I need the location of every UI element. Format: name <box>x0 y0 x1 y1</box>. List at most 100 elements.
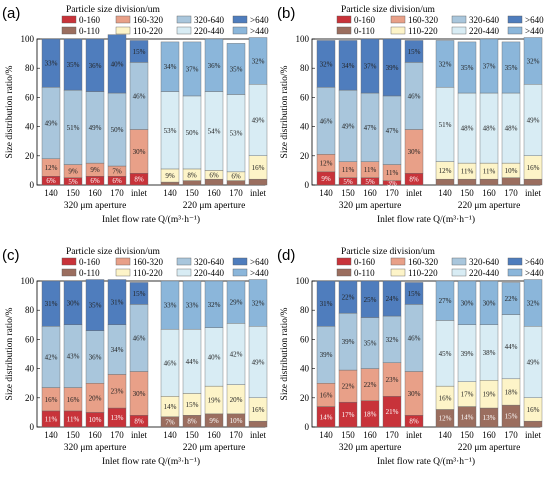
legend-label: 0-160 <box>354 257 375 267</box>
bar-data-label: 49% <box>527 359 540 367</box>
legend-title: Particle size division/um <box>341 5 436 15</box>
x-tick-label: 140 <box>44 188 58 198</box>
legend-label: 220-440 <box>469 268 499 278</box>
legend-swatch <box>115 26 131 35</box>
bar-data-label: 3% <box>387 179 397 187</box>
bar-segment <box>360 280 380 318</box>
legend-swatch <box>390 257 406 266</box>
legend-label: 110-220 <box>133 26 163 36</box>
bar-data-label: 49% <box>89 124 102 132</box>
bar-segment <box>248 37 268 85</box>
bar-segment <box>501 177 521 186</box>
bar-data-label: 18% <box>505 388 518 396</box>
bar-data-label: 22% <box>364 381 377 389</box>
bar-data-label: 40% <box>111 60 124 68</box>
y-axis-title: Size distribution ratio/% <box>5 307 15 400</box>
x-tick-label: 160 <box>88 430 102 440</box>
bar-segment <box>226 180 246 186</box>
bar-data-label: 49% <box>342 122 355 130</box>
legend-label: >440 <box>525 268 544 278</box>
x-tick-label: 150 <box>341 430 355 440</box>
bar-data-label: 6% <box>209 171 219 179</box>
bar-data-label: 35% <box>230 65 243 73</box>
legend-swatch <box>507 257 523 266</box>
bar-segment <box>204 178 224 186</box>
bar-data-label: 33% <box>45 60 58 68</box>
x-tick-label: 170 <box>385 188 399 198</box>
group-label-220: 220 μm aperture <box>183 443 246 453</box>
bar-segment <box>204 280 224 328</box>
bar-data-label: 13% <box>483 414 496 422</box>
bar-data-label: 37% <box>364 63 377 71</box>
legend-swatch <box>507 15 523 24</box>
bar-data-label: 53% <box>164 127 177 135</box>
chart-panel: (d) Particle size division/um0-160 160-320… <box>277 247 544 467</box>
legend-swatch <box>61 268 77 277</box>
panel-label: (c) <box>2 247 20 264</box>
bar-segment <box>182 41 202 97</box>
group-label-220: 220 μm aperture <box>458 443 521 453</box>
legend-swatch <box>336 15 352 24</box>
bar-data-label: 35% <box>364 340 377 348</box>
legend-swatch <box>115 257 131 266</box>
legend-swatch <box>176 268 192 277</box>
bar-data-label: 16% <box>252 164 265 172</box>
x-axis-title: Inlet flow rate Q/(m³·h⁻¹) <box>377 456 475 467</box>
bar-data-label: 20% <box>89 394 102 402</box>
bar-data-label: 39% <box>342 338 355 346</box>
legend-label: 0-110 <box>79 268 100 278</box>
legend-label: 160-320 <box>408 257 438 267</box>
legend-label: 0-160 <box>79 257 100 267</box>
legend-swatch <box>232 257 248 266</box>
bar-segment <box>129 40 149 63</box>
bar-data-label: 49% <box>252 117 265 125</box>
group-label-220: 220 μm aperture <box>183 201 246 211</box>
legend-swatch <box>390 268 406 277</box>
legend-swatch <box>451 257 467 266</box>
bar-data-label: 8% <box>187 418 197 426</box>
y-tick-label: 80 <box>300 63 310 73</box>
bar-data-label: 40% <box>208 353 221 361</box>
legend-swatch <box>451 268 467 277</box>
legend-label: 220-440 <box>194 268 224 278</box>
bar-data-label: 32% <box>208 301 221 309</box>
bar-segment <box>382 280 402 317</box>
panel-label: (b) <box>277 5 295 22</box>
bar-data-label: 9% <box>321 175 331 183</box>
legend-swatch <box>390 15 406 24</box>
bar-data-label: 33% <box>186 302 199 310</box>
bar-data-label: 49% <box>527 117 540 125</box>
bar-data-label: 20% <box>230 396 243 404</box>
legend-label: 160-320 <box>408 15 438 25</box>
y-tick-label: 60 <box>25 92 35 102</box>
bar-data-label: 47% <box>364 124 377 132</box>
legend-swatch <box>336 268 352 277</box>
bar-data-label: 13% <box>111 414 124 422</box>
bar-data-label: 36% <box>89 353 102 361</box>
y-axis-title: Size distribution ratio/% <box>280 307 290 400</box>
bar-data-label: 11% <box>342 166 355 174</box>
x-tick-label: 150 <box>341 188 355 198</box>
bar-data-label: 11% <box>364 166 377 174</box>
x-tick-label: 140 <box>44 430 58 440</box>
bar-segment <box>182 180 202 186</box>
legend-label: 0-160 <box>79 15 100 25</box>
bar-data-label: 35% <box>89 302 102 310</box>
bar-data-label: 31% <box>45 300 58 308</box>
x-tick-label: inlet <box>406 188 422 198</box>
bar-segment <box>435 178 455 186</box>
x-tick-label: 150 <box>66 188 80 198</box>
bar-data-label: 37% <box>186 65 199 73</box>
bar-data-label: 37% <box>483 63 496 71</box>
legend-swatch <box>232 15 248 24</box>
bar-data-label: 54% <box>208 127 221 135</box>
bar-data-label: 15% <box>505 413 518 421</box>
x-tick-label: 170 <box>229 188 243 198</box>
x-tick-label: 150 <box>66 430 80 440</box>
bar-data-label: 12% <box>439 167 452 175</box>
bar-data-label: 24% <box>386 295 399 303</box>
bar-data-label: 36% <box>89 62 102 70</box>
legend-swatch <box>336 26 352 35</box>
bar-data-label: 15% <box>408 290 421 298</box>
